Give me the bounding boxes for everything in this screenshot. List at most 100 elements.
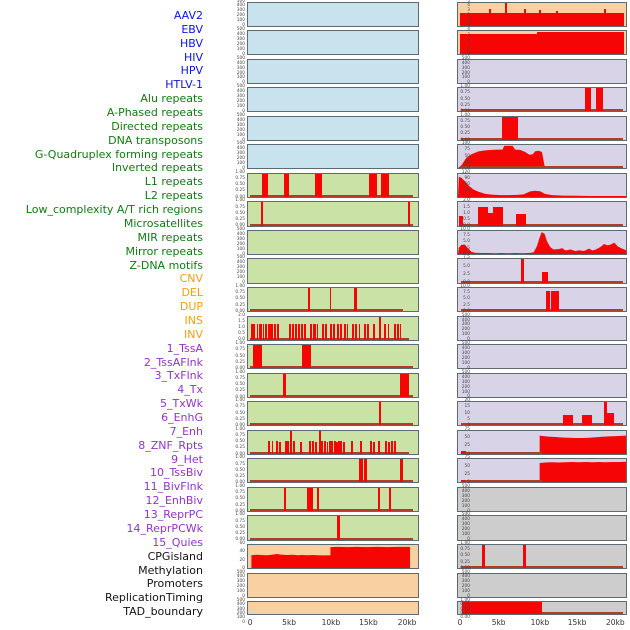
y-axis-ticks-12-enhbiv: 500 400 300 200 100 0 [426,370,470,400]
y-axis-tick-label: 0 [467,194,470,200]
y-axis-ticks-directed-repeats: 500 400 300 200 100 0 [201,227,245,257]
track-panel-mir-repeats [247,458,419,484]
y-axis-tick-label: 100 [236,46,245,52]
signal-bar [259,323,262,340]
signal-bar [523,544,526,569]
y-axis-tick-label: 100 [461,360,470,366]
x-axis-tick-label: 10kb [530,617,550,627]
y-axis-tick-label: 0.25 [235,302,245,308]
signal-bar [321,441,324,454]
y-axis-ticks-15-quies: 75 50 25 0 [426,455,470,485]
signal-bar [315,441,318,454]
track-plot-area [458,574,626,597]
track-panel-mirror-repeats [247,486,419,513]
y-axis-tick-label: 0.00 [460,565,470,571]
track-plot-area [248,88,418,111]
y-axis-tick-label: 7.5 [463,233,470,239]
track-panel-13-reprpc [457,401,627,427]
y-axis-tick-label: 0.25 [460,102,470,108]
y-axis-tick-label: 1 [467,18,470,24]
y-axis-tick-label: 100 [461,389,470,395]
y-axis-tick-label: 0 [242,51,245,57]
signal-bar [477,207,489,226]
y-axis-tick-label: 100 [236,104,245,110]
y-axis-tick-label: 100 [236,275,245,281]
track-plot-area [248,602,418,614]
y-axis-tick-label: 400 [236,260,245,266]
signal-bar [262,323,265,340]
y-axis-ticks-ebv: 500 400 300 200 100 0 [201,27,245,57]
y-axis-ticks-hiv: 500 400 300 200 100 0 [201,84,245,114]
signal-bar [336,516,340,540]
y-axis-tick-label: 0.5 [463,217,470,222]
track-plot-area [458,60,626,83]
track-plot-area [458,431,626,454]
track-panel-z-dna-motifs [247,515,419,541]
y-axis-tick-label: 200 [236,584,245,590]
y-axis-tick-label: 0.25 [235,445,245,451]
y-axis-tick-label: 100 [236,75,245,81]
row-label-l2-repeats: L2 repeats [144,189,203,203]
y-axis-tick-label: 1.00 [235,512,245,518]
signal-baseline [249,394,413,397]
signal-bar [394,441,397,454]
y-axis-tick-label: 100 [461,75,470,81]
y-axis-tick-label: 500 [461,512,470,518]
y-axis-tick-label: 15 [464,404,470,410]
y-axis-ticks-mir-repeats: 1.00 0.75 0.50 0.25 0.00 [201,455,245,486]
signal-bar [389,487,392,512]
signal-bar [343,323,346,340]
y-axis-tick-label: 0 [467,508,470,514]
y-axis-tick-label: 1.00 [235,284,245,289]
x-axis-tick-label: 15kb [567,617,587,627]
track-panel-htlv-1 [247,144,419,170]
y-axis-tick-label: 0.00 [235,480,245,486]
y-axis-tick-label: 1.00 [235,426,245,432]
y-axis-tick-label: 1.00 [460,112,470,118]
y-axis-tick-label: 100 [236,132,245,138]
y-axis-tick-label: 500 [461,483,470,489]
y-axis-tick-label: 100 [461,589,470,595]
signal-bar [359,440,362,454]
signal-bar [336,441,338,454]
signal-baseline [249,194,413,197]
row-label-z-dna-motifs: Z-DNA motifs [129,258,203,272]
x-axis-right_rows: 0 5kb 10kb 15kb 20kb [457,616,627,628]
signal-bar [350,441,353,454]
track-plot-area [248,545,418,569]
signal-bar [294,324,297,340]
y-axis-tick-label: 300 [236,65,245,71]
y-axis-tick-label: 0.75 [460,118,470,124]
y-axis-tick-label: 0.25 [235,531,245,537]
track-plot-area [458,602,626,614]
y-axis-tick-label: 1.00 [460,540,470,546]
track-panel-l1-repeats [247,344,419,370]
y-axis-tick-label: 10.0 [460,284,470,289]
row-label-hbv: HBV [179,36,203,50]
y-axis-tick-label: 500 [461,312,470,318]
signal-bar [377,487,380,512]
y-axis-tick-label: 0.25 [460,559,470,565]
y-axis-tick-label: 100 [236,161,245,167]
y-axis-tick-label: 200 [236,610,245,616]
y-axis-tick-label: 0.75 [235,432,245,438]
signal-baseline [461,423,623,426]
row-label-dna-transposons: DNA transposons [108,133,203,147]
track-plot-area [458,374,626,397]
track-plot-area [248,487,418,512]
y-axis-tick-label: 200 [461,70,470,76]
y-axis-tick-label: 25 [464,471,470,477]
y-axis-tick-label: 0.75 [235,347,245,353]
y-axis-ticks-dup: 500 400 300 200 100 0 [201,598,245,624]
signal-bar [370,441,373,454]
row-label-low-complexity-a-t-rich-regions: Low_complexity A/T rich regions [25,203,203,217]
track-plot-area [458,516,626,539]
track-panel-l2-repeats [247,372,419,398]
row-label-ebv: EBV [181,22,203,36]
signal-bar [351,323,354,340]
signal-bar [292,441,295,454]
y-axis-tick-label: 300 [236,8,245,14]
y-axis-ticks-promoters: 1.00 0.75 0.50 0.25 0.00 [426,540,470,571]
signal-bar [265,323,268,340]
signal-bar [329,323,332,340]
